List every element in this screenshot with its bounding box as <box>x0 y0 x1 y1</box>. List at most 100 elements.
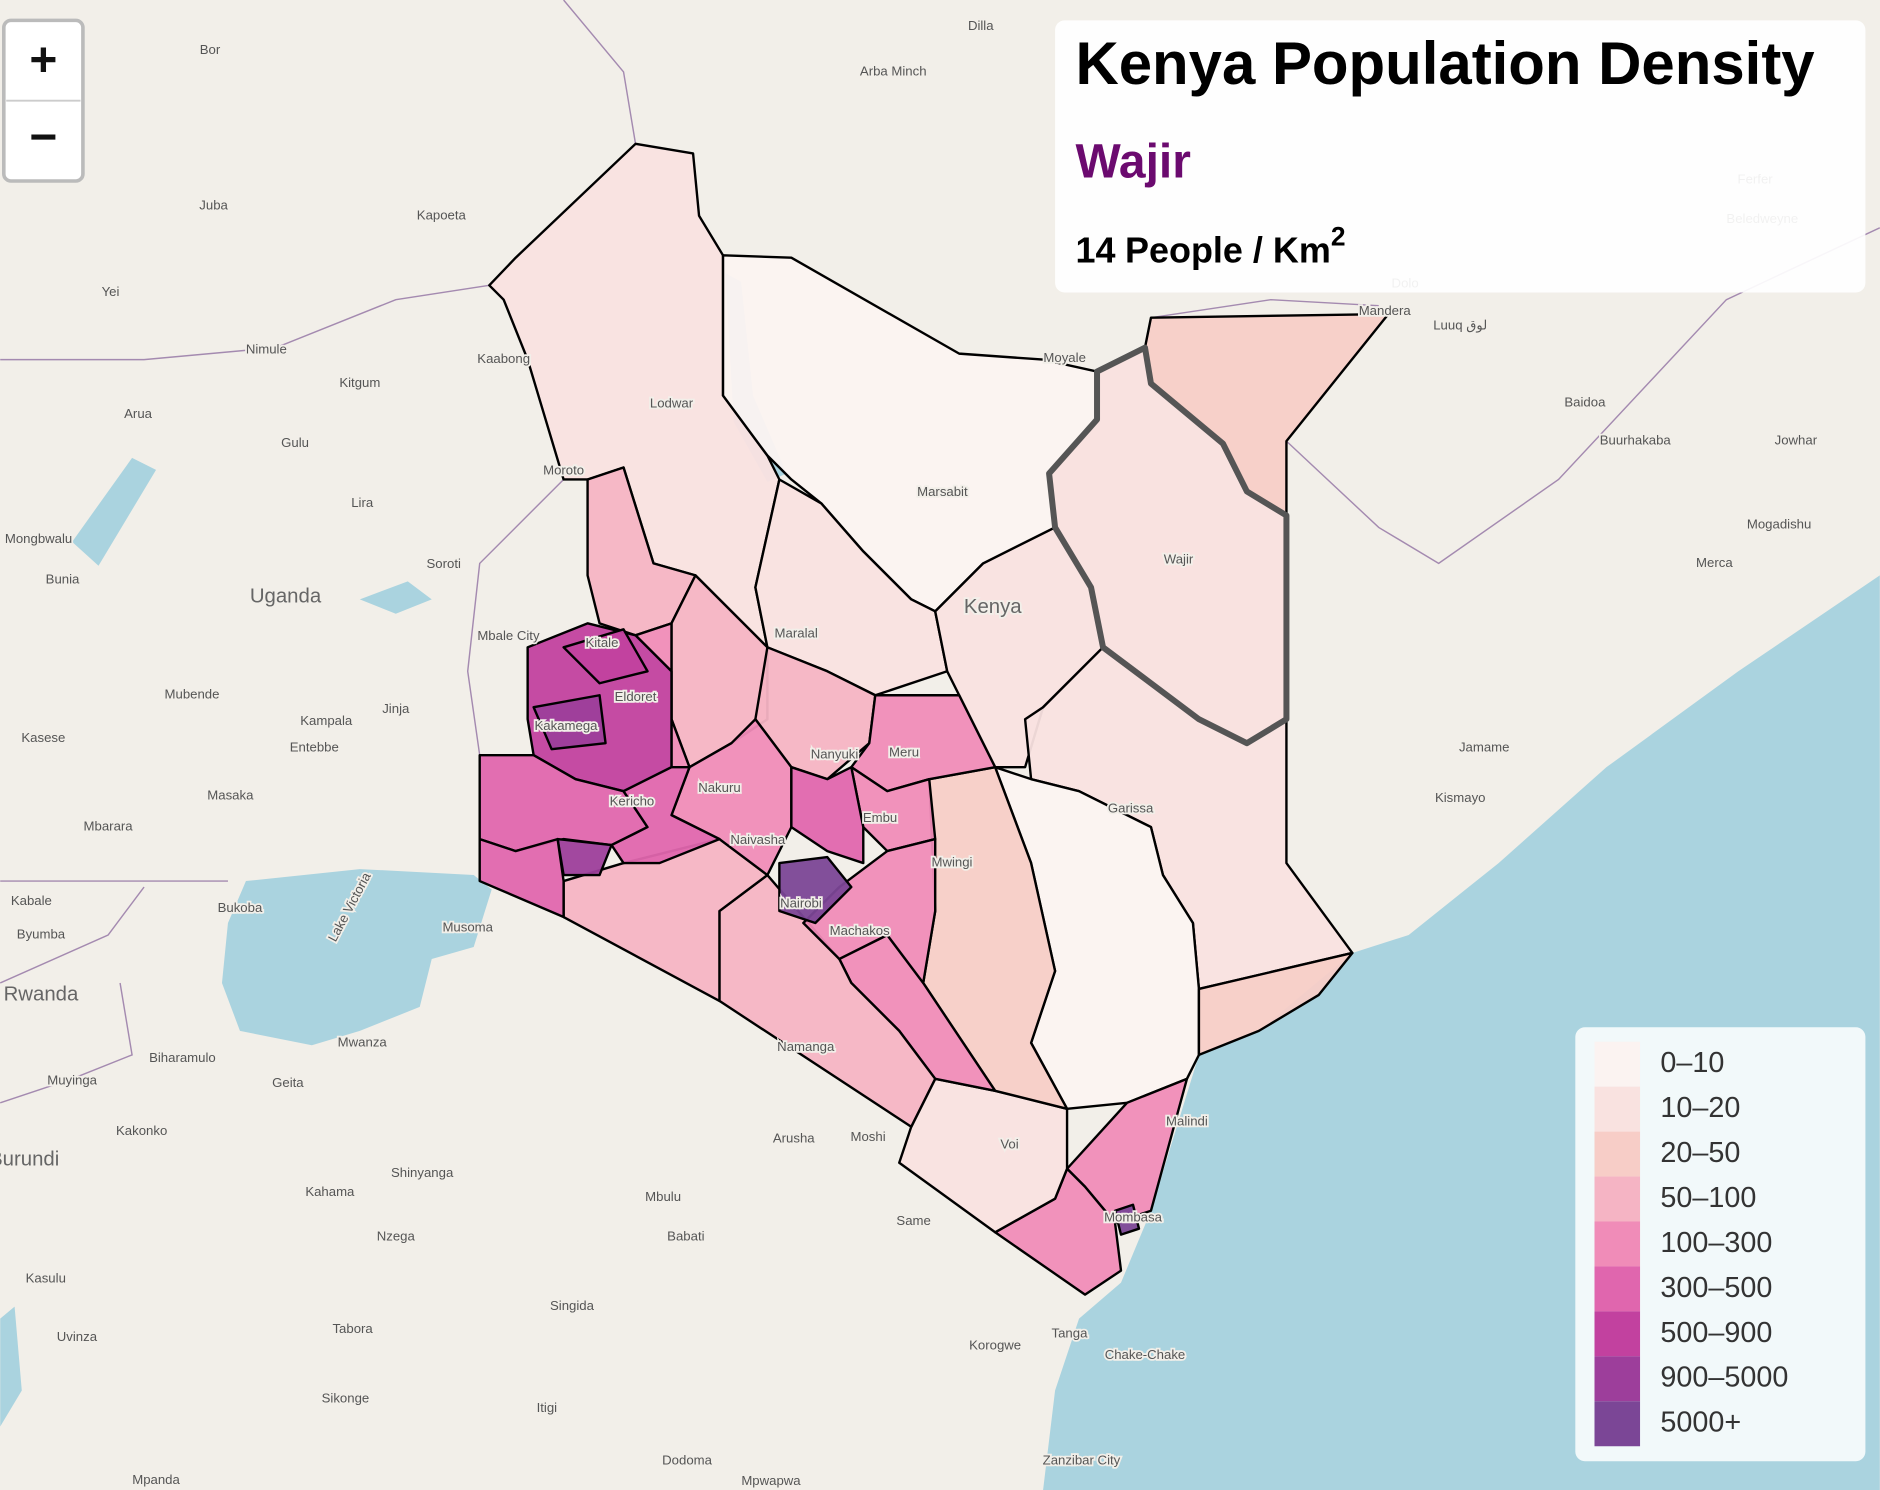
country-border <box>0 886 145 984</box>
place-label: Geita <box>272 1075 304 1090</box>
zoom-out[interactable]: − <box>29 111 57 164</box>
place-label: Kampala <box>300 713 353 728</box>
place-label: Wajir <box>1164 551 1194 566</box>
place-label: Moyale <box>1043 350 1085 365</box>
legend-label: 50–100 <box>1660 1182 1756 1214</box>
legend: 0–10 10–20 20–50 50–100 100–300 300–500 500–90… <box>1575 1027 1866 1462</box>
zoom-in[interactable]: + <box>29 34 57 87</box>
place-label: Bukoba <box>218 900 263 915</box>
place-label: Meru <box>889 744 919 759</box>
borders <box>0 0 1880 1104</box>
place-label: Luuq لوق <box>1433 318 1487 334</box>
place-label: Muyinga <box>47 1073 97 1088</box>
county <box>802 837 937 985</box>
county <box>532 694 607 751</box>
place-label: Mwanza <box>338 1034 388 1049</box>
place-label: Voi <box>1000 1136 1018 1151</box>
place-label: Mwingi <box>931 855 972 870</box>
legend-swatch <box>1594 1401 1641 1447</box>
place-label: Naivasha <box>730 832 786 847</box>
county <box>478 837 565 919</box>
place-label: Nanyuki <box>811 747 859 762</box>
unit-exponent: 2 <box>1331 222 1346 252</box>
place-label: Soroti <box>427 556 461 571</box>
place-label: Kakonko <box>116 1123 167 1138</box>
place-label: Mpwapwa <box>741 1473 801 1488</box>
legend-label: 5000+ <box>1660 1407 1741 1439</box>
place-label: Mpanda <box>132 1472 180 1487</box>
place-label: Masaka <box>207 787 254 802</box>
place-label: Itigi <box>537 1400 558 1415</box>
legend-panel <box>1575 1027 1866 1462</box>
place-label: Kabale <box>11 893 52 908</box>
legend-swatch <box>1594 1311 1641 1357</box>
place-label: Kericho <box>610 793 655 808</box>
legend-swatch <box>1594 1176 1641 1222</box>
density-unit: People / Km <box>1125 230 1331 271</box>
legend-label: 300–500 <box>1660 1272 1772 1304</box>
legend-swatch <box>1594 1041 1641 1087</box>
country-border <box>1150 298 1379 319</box>
country-label: Burundi <box>0 1149 59 1171</box>
place-label: Kahama <box>305 1184 355 1199</box>
info-box: Kenya Population Density Wajir 14 People … <box>1055 20 1866 293</box>
place-label: Zanzibar City <box>1043 1453 1121 1468</box>
place-label: Sikonge <box>322 1390 370 1405</box>
selected-county <box>1046 344 1290 747</box>
place-label: Bunia <box>46 572 80 587</box>
zoom-out-button[interactable]: − <box>6 102 80 179</box>
place-label: Lira <box>351 495 374 510</box>
place-label: Arua <box>124 406 152 421</box>
place-label: Jinja <box>382 701 410 716</box>
place-label: Malindi <box>1166 1113 1208 1128</box>
place-label: Jamame <box>1459 739 1510 754</box>
place-label: Chake-Chake <box>1105 1347 1186 1362</box>
place-label: Dodoma <box>662 1453 712 1468</box>
place-label: Mongbwalu <box>5 531 72 546</box>
place-label: Buurhakaba <box>1600 433 1672 448</box>
place-label: Kakamega <box>535 718 599 733</box>
place-label: Garissa <box>1108 801 1154 816</box>
place-label: Kitale <box>585 635 618 650</box>
density-value: 14 <box>1075 230 1115 271</box>
place-label: Babati <box>667 1229 704 1244</box>
place-label: Maralal <box>775 626 818 641</box>
place-label: Korogwe <box>969 1338 1021 1353</box>
density-line: 14 People / Km2 <box>1075 222 1345 271</box>
place-label: Arba Minch <box>860 63 927 78</box>
place-label: Moroto <box>543 463 584 478</box>
place-label: Marsabit <box>917 484 968 499</box>
place-label: Nzega <box>377 1229 416 1244</box>
place-label: Mubende <box>165 687 220 702</box>
place-label: Entebbe <box>290 739 339 754</box>
place-label: Kasulu <box>26 1271 66 1286</box>
counties <box>478 142 1390 1296</box>
country-border <box>0 982 133 1104</box>
place-label: Embu <box>863 810 897 825</box>
country-label: Rwanda <box>4 983 79 1005</box>
place-label: Biharamulo <box>149 1050 216 1065</box>
place-label: Shinyanga <box>391 1165 454 1180</box>
place-label: Musoma <box>442 919 493 934</box>
place-label: Eldoret <box>615 689 657 704</box>
country-border <box>466 478 565 756</box>
place-label: Nairobi <box>780 895 822 910</box>
place-label: Machakos <box>830 923 890 938</box>
legend-label: 10–20 <box>1660 1092 1740 1124</box>
region-name: Wajir <box>1075 135 1190 188</box>
place-label: Namanga <box>777 1039 835 1054</box>
lake-victoria <box>221 869 492 1046</box>
lake-kyoga <box>359 581 432 614</box>
place-label: Gulu <box>281 435 309 450</box>
place-label: Byumba <box>17 926 66 941</box>
legend-swatch <box>1594 1356 1641 1402</box>
zoom-control: + − <box>2 18 85 183</box>
place-label: Nakuru <box>698 780 740 795</box>
place-label: Mbarara <box>84 819 134 834</box>
place-label: Baidoa <box>1564 394 1606 409</box>
zoom-in-button[interactable]: + <box>6 23 80 100</box>
info-panel <box>1055 20 1866 293</box>
county <box>610 765 721 865</box>
lake-tanganyika <box>0 1306 22 1427</box>
